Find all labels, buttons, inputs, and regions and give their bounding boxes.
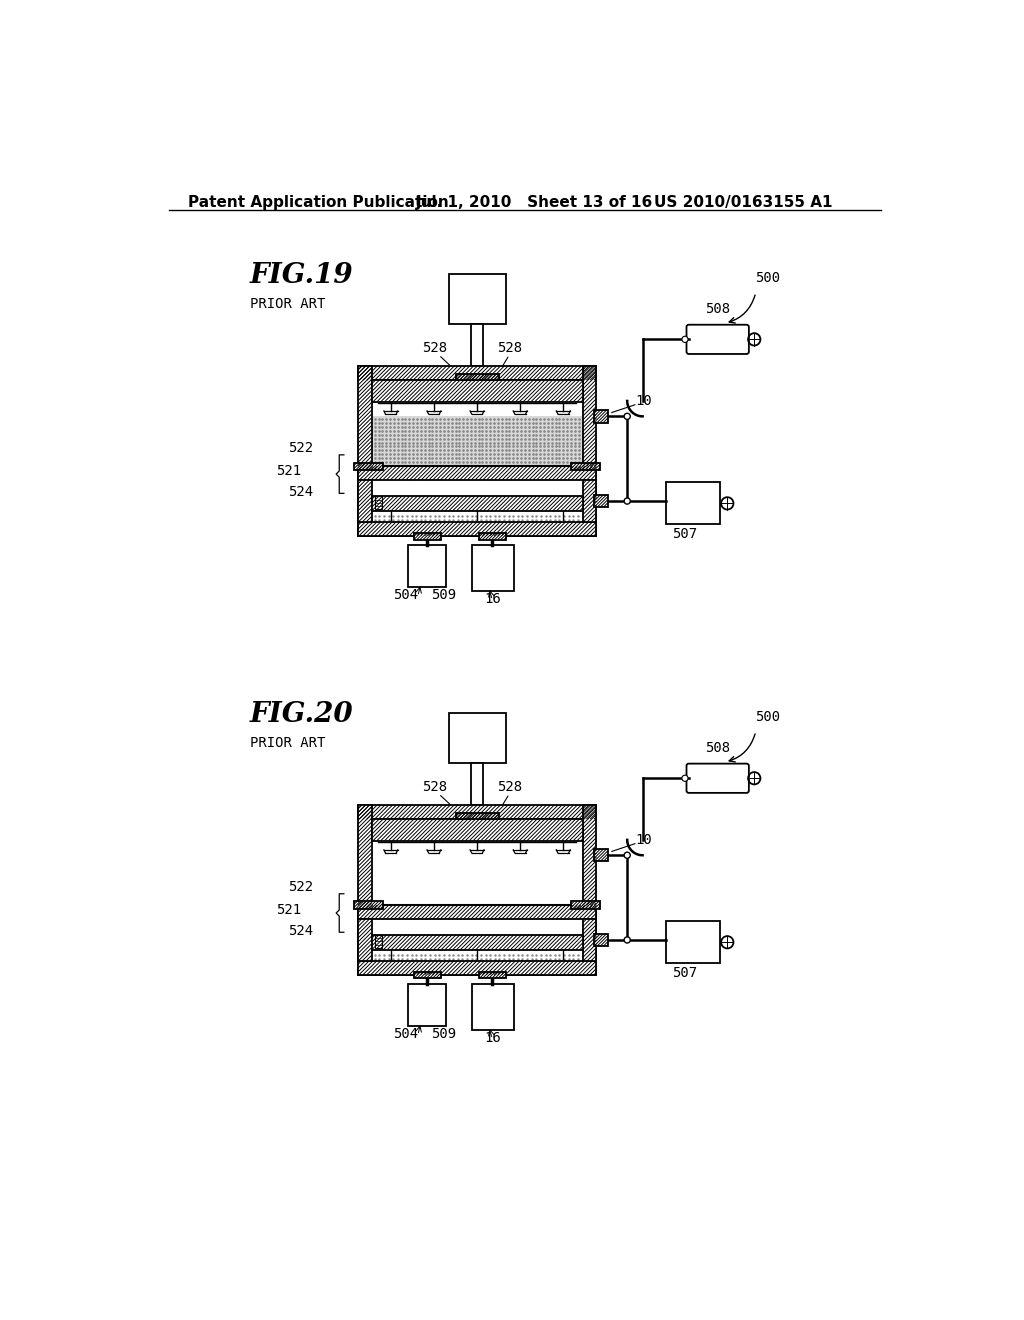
Text: 504: 504 (392, 1027, 418, 1040)
Bar (594, 411, 608, 422)
Bar (357, 906, 596, 974)
Text: 500: 500 (755, 272, 780, 285)
Text: 521: 521 (276, 903, 301, 917)
Bar (354, 462, 383, 470)
Text: FIG.20: FIG.20 (250, 701, 353, 729)
Bar (357, 906, 596, 919)
Bar (357, 466, 596, 480)
Bar (449, 275, 506, 323)
Bar (571, 462, 600, 470)
Text: 509: 509 (431, 587, 456, 602)
Bar (375, 936, 382, 948)
Bar (357, 466, 596, 536)
Bar (472, 545, 514, 591)
Text: 522: 522 (288, 879, 313, 894)
Bar (471, 323, 483, 367)
Text: US 2010/0163155 A1: US 2010/0163155 A1 (654, 195, 833, 210)
Bar (357, 805, 372, 906)
FancyBboxPatch shape (686, 325, 749, 354)
Text: Jul. 1, 2010   Sheet 13 of 16: Jul. 1, 2010 Sheet 13 of 16 (416, 195, 652, 210)
Bar (571, 902, 600, 909)
Circle shape (625, 498, 631, 504)
Bar (583, 367, 596, 466)
Bar (594, 933, 608, 946)
Bar (408, 983, 446, 1026)
Bar (583, 805, 596, 906)
Text: 16: 16 (484, 591, 501, 606)
Text: 10: 10 (635, 833, 651, 846)
Circle shape (625, 413, 631, 420)
Circle shape (682, 775, 688, 781)
Bar (357, 367, 596, 380)
Bar (457, 374, 499, 380)
Bar (354, 902, 383, 909)
Text: 524: 524 (288, 924, 313, 939)
Bar (594, 849, 608, 862)
Text: 507: 507 (673, 966, 697, 979)
Bar (583, 480, 596, 521)
Bar (357, 919, 372, 961)
Circle shape (625, 853, 631, 858)
Bar (372, 935, 583, 950)
Bar (666, 482, 720, 524)
Bar (372, 818, 583, 841)
Text: 508: 508 (705, 302, 730, 317)
Bar (449, 713, 506, 763)
Bar (583, 919, 596, 961)
Text: 528: 528 (422, 342, 447, 355)
Bar (666, 921, 720, 964)
Bar (472, 983, 514, 1030)
Text: 524: 524 (288, 486, 313, 499)
Bar (479, 973, 506, 978)
Bar (372, 380, 583, 401)
Bar (357, 480, 372, 521)
Text: PRIOR ART: PRIOR ART (250, 297, 326, 312)
Bar (594, 495, 608, 507)
Bar (471, 763, 483, 805)
Text: Patent Application Publication: Patent Application Publication (188, 195, 450, 210)
Text: 522: 522 (288, 441, 313, 455)
Bar (357, 961, 596, 974)
Bar (372, 416, 583, 465)
Bar (357, 805, 596, 818)
Text: 10: 10 (635, 393, 651, 408)
Bar (357, 367, 372, 466)
Bar (408, 545, 446, 587)
Bar (414, 973, 441, 978)
Text: 504: 504 (392, 587, 418, 602)
Circle shape (625, 937, 631, 942)
Text: 528: 528 (422, 780, 447, 795)
Bar (375, 496, 382, 508)
FancyBboxPatch shape (686, 763, 749, 793)
Bar (372, 496, 583, 511)
Text: PRIOR ART: PRIOR ART (250, 735, 326, 750)
Bar (479, 533, 506, 540)
Text: 16: 16 (484, 1031, 501, 1044)
Bar (357, 521, 596, 536)
Text: 500: 500 (755, 710, 780, 725)
Text: 528: 528 (497, 780, 522, 795)
Text: 521: 521 (276, 463, 301, 478)
Text: FIG.19: FIG.19 (250, 263, 353, 289)
Bar (457, 813, 499, 818)
Text: 507: 507 (673, 527, 697, 541)
Circle shape (682, 337, 688, 342)
Text: 528: 528 (497, 342, 522, 355)
Text: 508: 508 (705, 741, 730, 755)
Text: 509: 509 (431, 1027, 456, 1040)
Bar (414, 533, 441, 540)
